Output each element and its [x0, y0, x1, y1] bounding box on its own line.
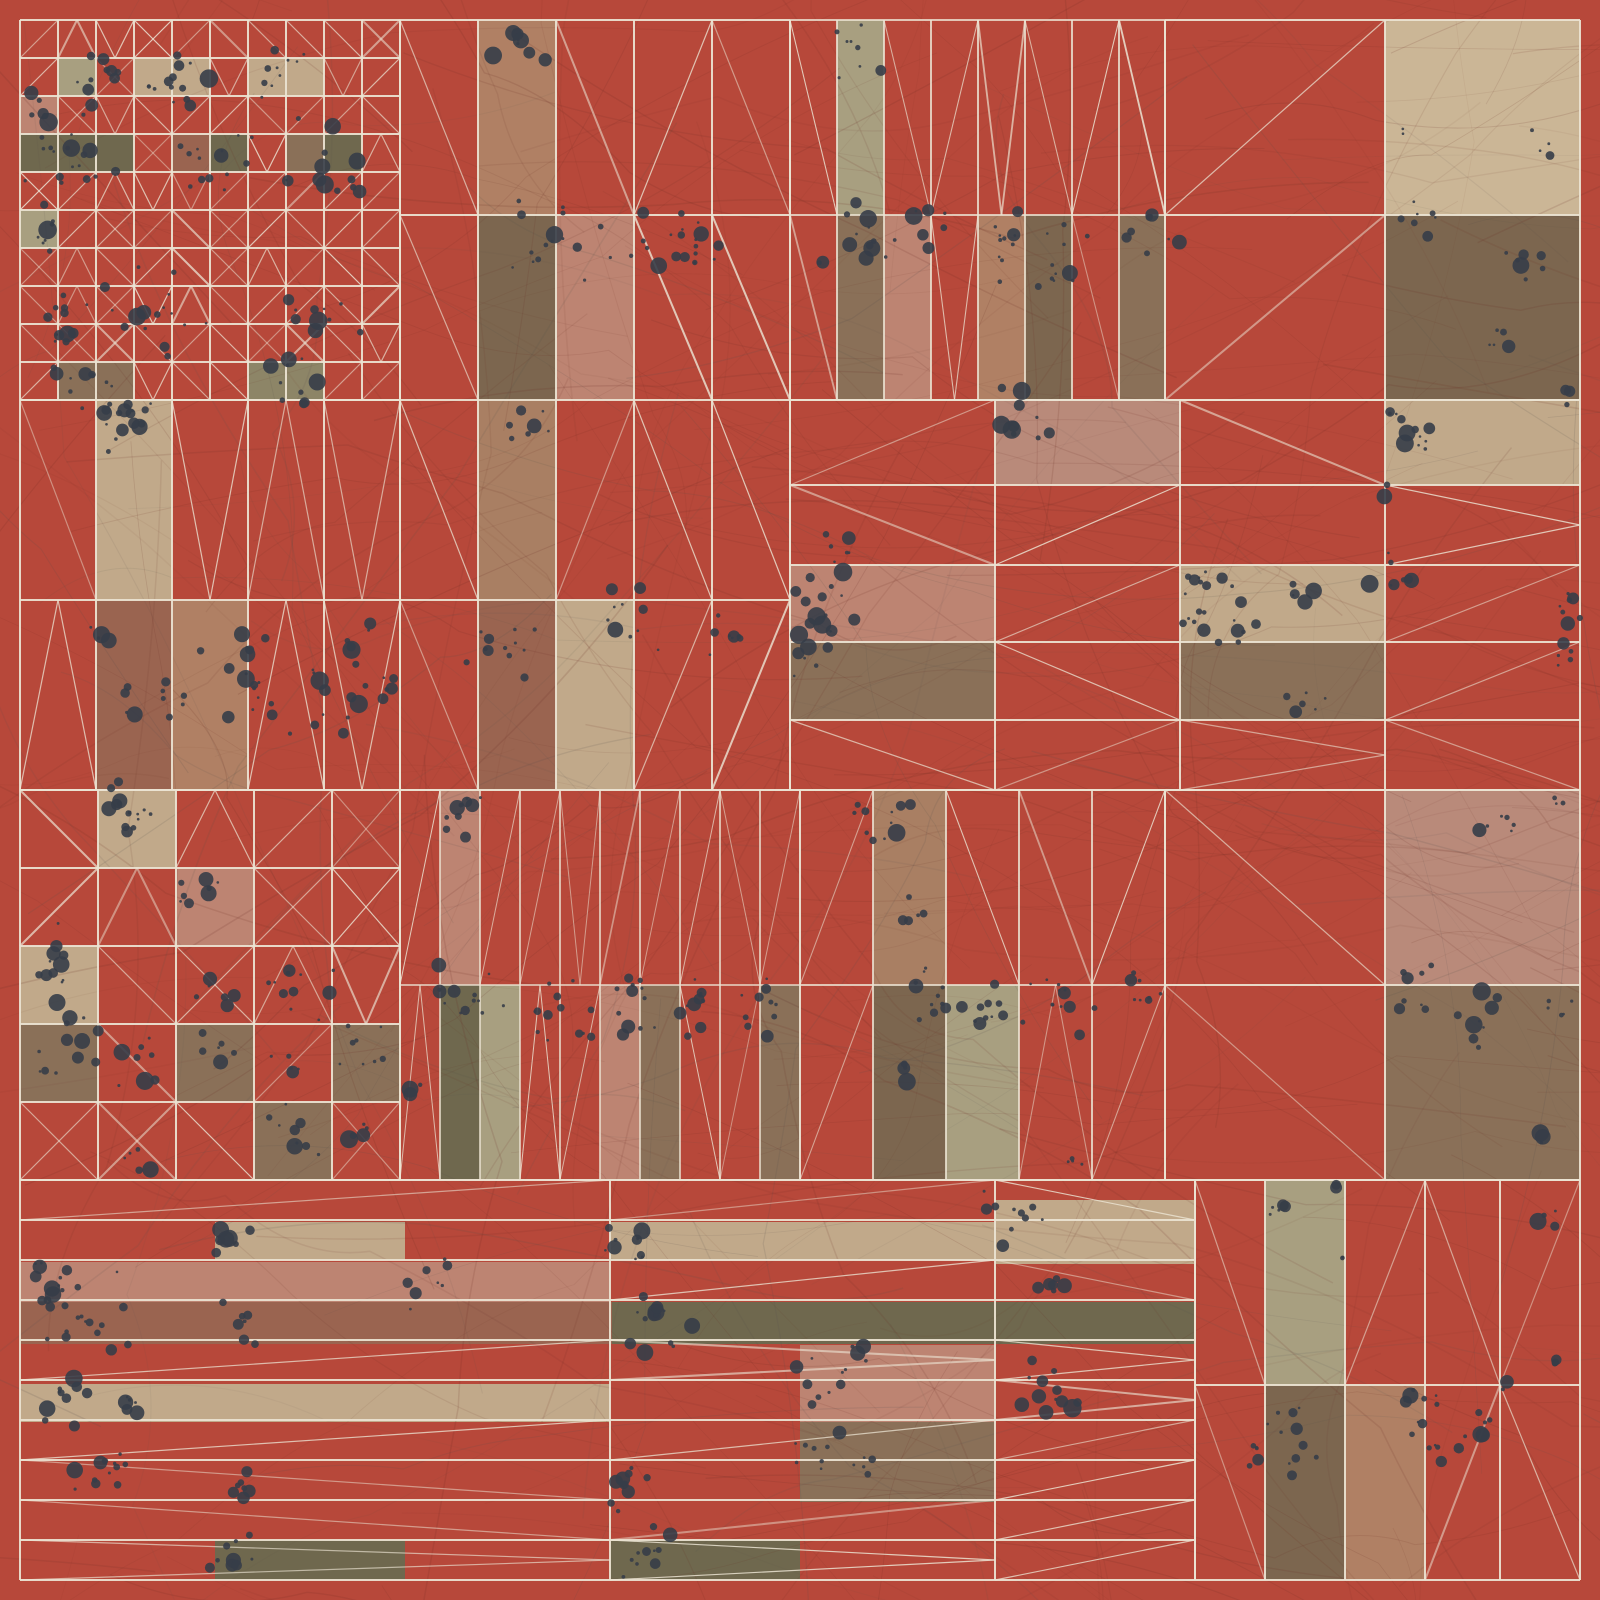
- generative-artwork: [0, 0, 1600, 1600]
- artwork-svg: [0, 0, 1600, 1600]
